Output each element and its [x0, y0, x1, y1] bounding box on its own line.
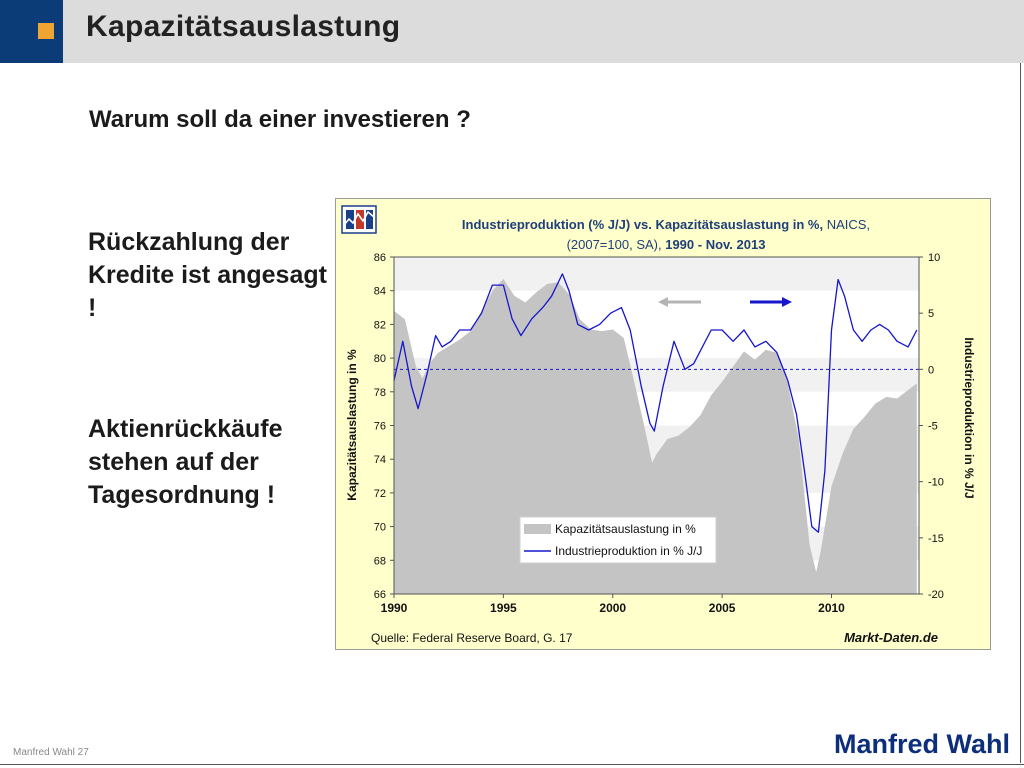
blue-arrow-icon	[750, 297, 792, 307]
y-right-tick-label: -20	[928, 589, 944, 601]
chart-legend: Kapazitätsauslastung in % Industrieprodu…	[519, 516, 717, 564]
x-tick-label: 1995	[490, 601, 517, 615]
series-area-kapazitaet	[394, 278, 917, 594]
axis-label-left: Kapazitätsauslastung in %	[345, 349, 359, 501]
page-title: Kapazitätsauslastung	[86, 10, 401, 43]
y-right-tick-label: -5	[928, 421, 938, 433]
chart-svg: Industrieproduktion (% J/J) vs. Kapazitä…	[341, 205, 976, 645]
axis-label-right: Industrieproduktion in % J/J	[962, 337, 976, 498]
legend-swatch-gray	[524, 524, 551, 534]
x-tick-label: 2000	[599, 601, 626, 615]
y-right-tick-label: 5	[928, 308, 934, 320]
x-tick-label: 1990	[381, 601, 408, 615]
slide-subtitle: Warum soll da einer investieren ?	[89, 106, 471, 133]
chart-title-line2-bold: 1990 - Nov. 2013	[665, 237, 765, 252]
right-divider	[1020, 63, 1021, 763]
chart-title-line2-rest: (2007=100, SA),	[567, 237, 666, 252]
axis-layer: 86 84 82 80 78 76 74 72 70 68 66 10 5 0 -5 -10 -15 -20 199…	[374, 252, 944, 615]
grid-band	[394, 257, 919, 291]
x-tick-label: 2010	[818, 601, 845, 615]
y-left-tick-label: 68	[374, 555, 386, 567]
y-left-tick-label: 86	[374, 252, 386, 264]
y-left-tick-label: 78	[374, 387, 386, 399]
chart-logo-icon	[341, 205, 377, 234]
bullet-text-2: Aktienrückkäufe stehen auf der Tagesordn…	[88, 415, 283, 509]
y-left-tick-label: 80	[374, 353, 386, 365]
chart-source: Quelle: Federal Reserve Board, G. 17	[371, 631, 573, 645]
series-line-industrieproduktion	[393, 273, 918, 533]
header-bar	[0, 0, 1024, 63]
y-left-tick-label: 76	[374, 421, 386, 433]
x-tick-label: 2005	[709, 601, 736, 615]
header-logo-block	[0, 0, 63, 63]
chart-panel: Industrieproduktion (% J/J) vs. Kapazitä…	[335, 198, 991, 650]
series-area-layer	[394, 278, 917, 594]
gray-arrow-icon	[658, 297, 701, 307]
y-left-tick-label: 70	[374, 522, 386, 534]
bullet-text-1: Rückzahlung der Kredite ist angesagt !	[88, 228, 327, 322]
y-right-tick-label: -15	[928, 533, 944, 545]
footer-brand: Manfred Wahl	[833, 729, 1010, 759]
chart-title-line1-rest: NAICS,	[823, 217, 870, 232]
y-right-tick-label: -10	[928, 477, 944, 489]
chart-title-line1: Industrieproduktion (% J/J) vs. Kapazitä…	[462, 217, 870, 232]
y-left-tick-label: 72	[374, 488, 386, 500]
y-left-tick-label: 74	[374, 454, 386, 466]
y-left-tick-label: 66	[374, 589, 386, 601]
chart-title-line2: (2007=100, SA), 1990 - Nov. 2013	[567, 237, 766, 252]
y-right-tick-label: 0	[928, 364, 934, 376]
y-left-tick-label: 82	[374, 319, 386, 331]
chart-title-line1-bold: Industrieproduktion (% J/J) vs. Kapazitä…	[462, 217, 823, 232]
legend-label-2: Industrieproduktion in % J/J	[555, 544, 702, 558]
bottom-divider	[0, 764, 1024, 765]
chart-brand: Markt-Daten.de	[844, 630, 938, 645]
y-left-tick-label: 84	[374, 286, 386, 298]
legend-label-1: Kapazitätsauslastung in %	[555, 522, 696, 536]
orange-square-icon	[38, 23, 54, 39]
series-line-layer	[393, 273, 919, 533]
footer-page-label: Manfred Wahl 27	[13, 747, 89, 758]
y-right-tick-label: 10	[928, 252, 940, 264]
